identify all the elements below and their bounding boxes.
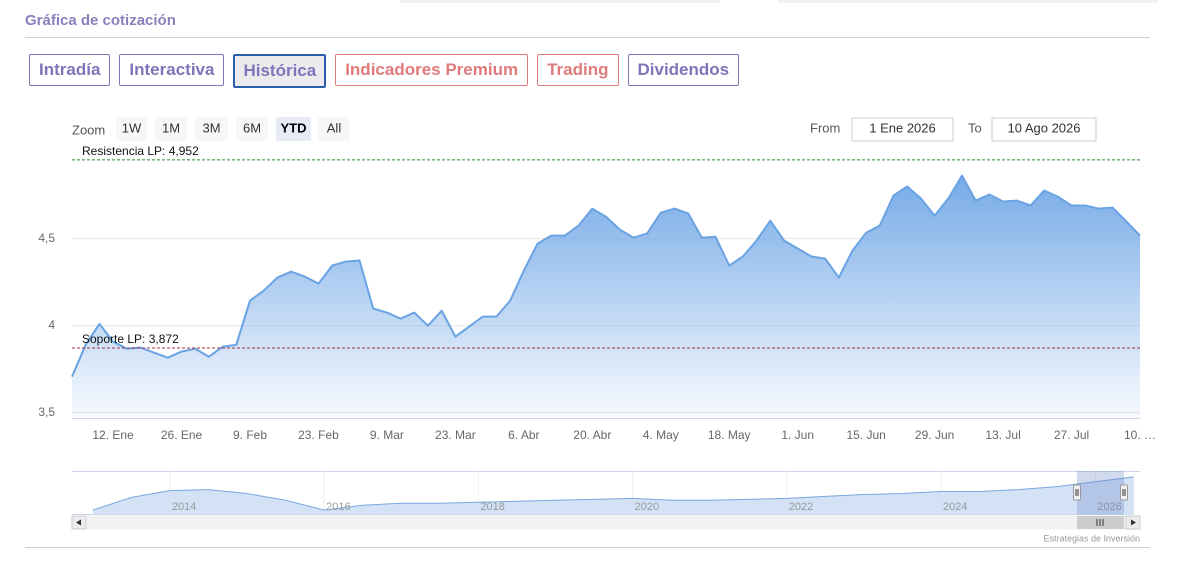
navigator-year-label: 2016 [326,501,350,513]
tab-bar: Intradía Interactiva Histórica Indicadores … [29,54,740,88]
tab[interactable]: Interactiva [119,54,225,86]
x-tick-label: 27. Jul [1054,428,1089,442]
scrollbar-right-arrow [1131,519,1136,526]
header-title: Gráfica de cotización [25,12,176,29]
tab[interactable]: Dividendos [627,54,740,86]
navigator-handle[interactable] [1120,484,1128,501]
zoom-button[interactable] [155,117,187,141]
x-tick-label: 6. Abr [508,428,539,442]
y-tick-label: 3,5 [38,405,55,419]
x-tick-label: 9. Feb [233,428,267,442]
tab[interactable]: Histórica [233,54,327,88]
zoom-button-label: 1M [162,120,180,135]
x-tick-label: 13. Jul [985,428,1020,442]
tab[interactable]: Intradía [29,54,111,86]
x-tick-label: 15. Jun [846,428,885,442]
scrollbar-track[interactable] [71,515,1141,530]
top-box [778,0,1158,3]
navigator-handle[interactable] [1073,484,1081,501]
navigator-year-label: 2020 [635,501,659,513]
scrollbar-left-arrow [76,519,81,526]
zoom-button-label: 6M [243,120,261,135]
x-tick-label: 20. Abr [573,428,611,442]
zoom-button[interactable] [318,117,350,141]
x-tick-label: 10. … [1124,428,1156,442]
y-tick-label: 4 [48,318,55,332]
to-value: 10 Ago 2026 [1007,120,1080,135]
to-input[interactable] [991,117,1097,142]
x-tick-label: 12. Ene [92,428,134,442]
navigator-year-label: 2024 [943,501,967,513]
area-fill [72,175,1140,418]
navigator-year-label: 2022 [789,501,813,513]
from-value: 1 Ene 2026 [869,120,936,135]
to-label: To [968,120,982,135]
navigator-mask[interactable] [1077,471,1124,515]
x-tick-label: 4. May [643,428,679,442]
navigator-area [92,476,1134,515]
from-label: From [810,120,840,135]
navigator-year-label: 2014 [172,501,196,513]
from-input[interactable] [851,117,954,142]
x-tick-label: 23. Mar [435,428,476,442]
zoom-button-label: All [327,120,342,135]
navigator-year-label: 2026 [1097,501,1121,513]
x-tick-label: 29. Jun [915,428,954,442]
zoom-button[interactable] [276,117,311,141]
navigator-year-label: 2018 [480,501,504,513]
tab[interactable]: Trading [537,54,619,86]
zoom-label: Zoom [72,122,105,137]
zoom-button-label: YTD [281,120,307,135]
y-tick-label: 4,5 [38,231,55,245]
top-box [400,0,720,3]
x-tick-label: 23. Feb [298,428,339,442]
price-line [71,174,1141,378]
navigator-line [92,476,1134,511]
plot-line-label: Soporte LP: 3,872 [82,332,179,346]
zoom-button[interactable] [236,117,268,141]
x-tick-label: 9. Mar [370,428,404,442]
x-tick-label: 18. May [708,428,751,442]
x-tick-label: 1. Jun [781,428,814,442]
credits: Estrategias de Inversión [1043,533,1140,543]
zoom-button-label: 1W [122,120,142,135]
zoom-button[interactable] [195,117,228,141]
plot-line-label: Resistencia LP: 4,952 [82,144,199,158]
zoom-button-label: 3M [202,120,220,135]
zoom-button[interactable] [116,117,147,141]
tab[interactable]: Indicadores Premium [335,54,529,86]
x-tick-label: 26. Ene [161,428,203,442]
